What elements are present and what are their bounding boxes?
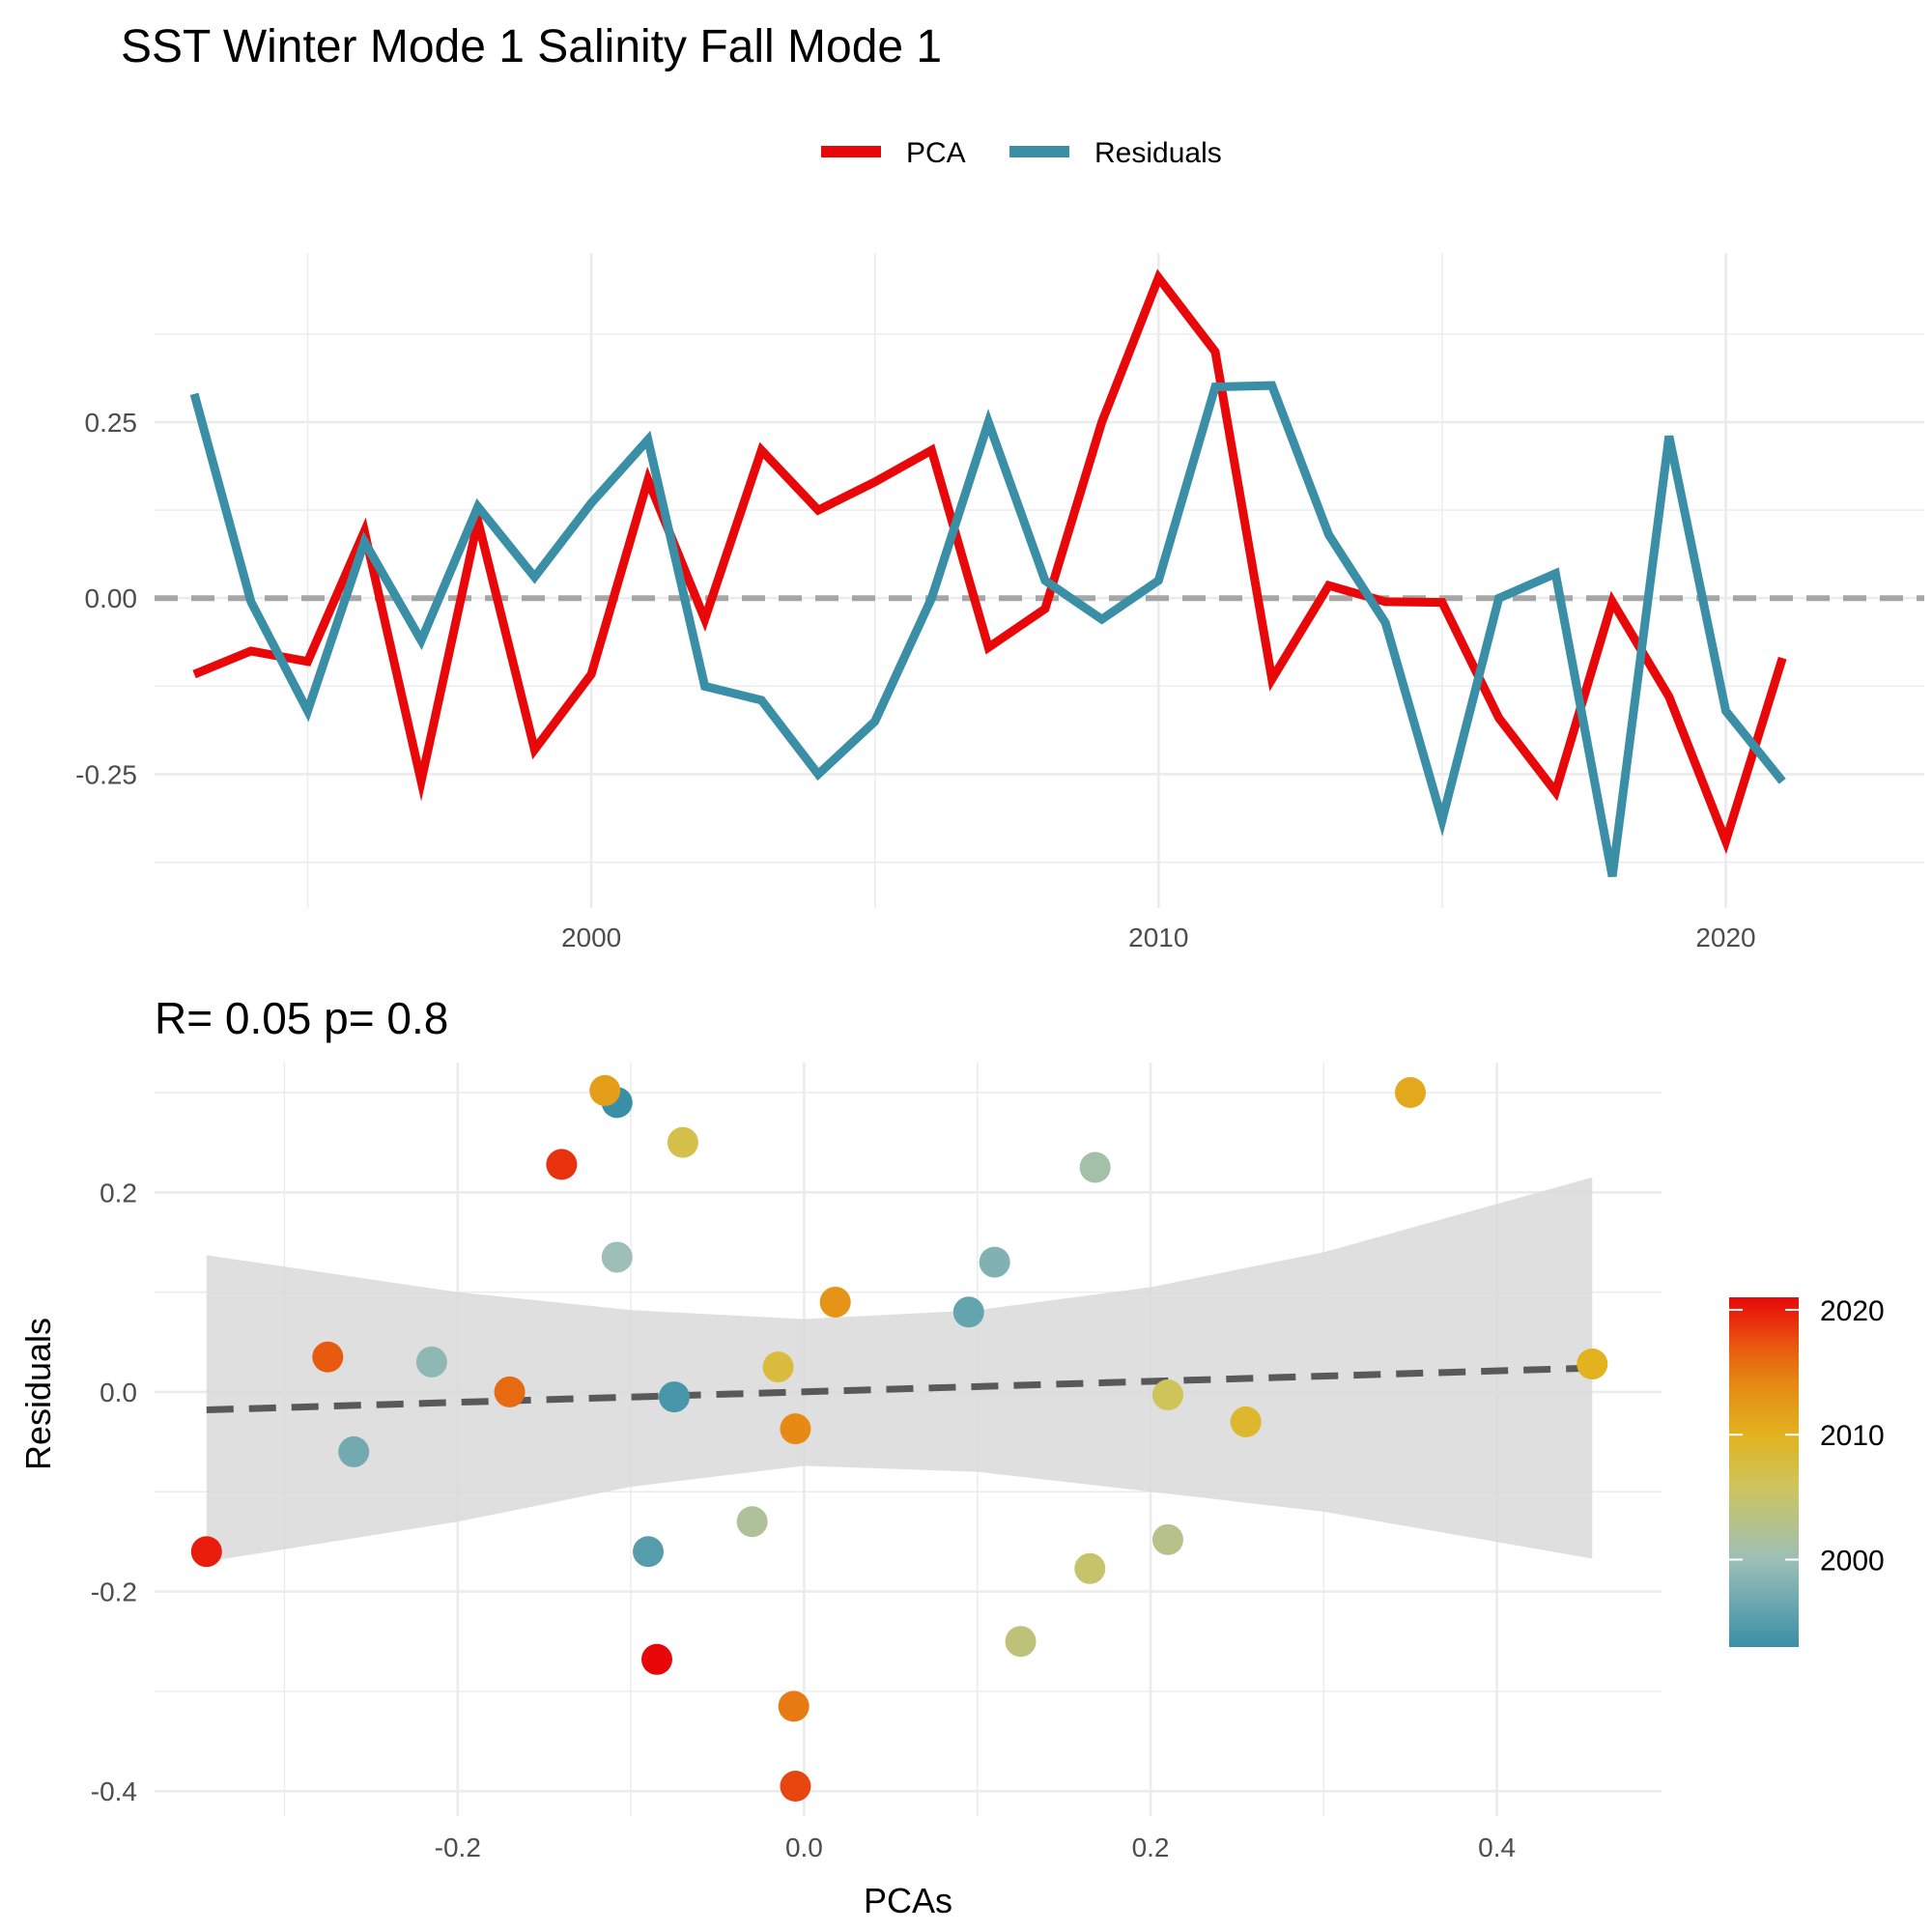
scatter-point <box>415 1346 447 1378</box>
confidence-band <box>206 1177 1593 1562</box>
y-tick-label: -0.25 <box>75 759 137 789</box>
time-series-panel: -0.25 0.00 0.25 2000 2010 2020 <box>75 253 1924 952</box>
y-tick-label: 0.00 <box>85 583 138 613</box>
x-axis-title: PCAs <box>864 1881 952 1920</box>
scatter-point <box>589 1074 621 1106</box>
scatter-points <box>190 1074 1608 1803</box>
confidence-band-area <box>206 1177 1593 1562</box>
legend-label: Residuals <box>1094 137 1222 169</box>
scatter-point <box>658 1381 690 1413</box>
scatter-point <box>1151 1379 1183 1411</box>
scatter-point <box>312 1341 344 1373</box>
scatter-point <box>1577 1349 1608 1379</box>
scatter-panel: -0.4 -0.2 0.0 0.2 -0.2 0.0 0.2 0.4 <box>91 1063 1662 1862</box>
scatter-point <box>1395 1076 1426 1108</box>
y-tick-label: 0.25 <box>85 408 138 438</box>
scatter-point <box>546 1149 578 1180</box>
scatter-point <box>641 1643 672 1675</box>
scatter-point <box>952 1296 984 1328</box>
scatter-point <box>762 1351 794 1383</box>
scatter-point <box>338 1435 370 1467</box>
scatter-x-ticks: -0.2 0.0 0.2 0.4 <box>435 1833 1516 1862</box>
scatter-point <box>1151 1523 1183 1555</box>
x-tick-label: 0.0 <box>785 1833 823 1862</box>
scatter-point <box>190 1536 222 1568</box>
scatter-point <box>601 1241 633 1273</box>
scatter-point <box>1230 1406 1262 1437</box>
colorbar-tick-label: 2000 <box>1820 1546 1885 1577</box>
x-tick-label: 0.2 <box>1132 1833 1170 1862</box>
y-tick-label: 0.2 <box>99 1178 137 1208</box>
series-line-residuals <box>189 381 1786 878</box>
scatter-point <box>979 1246 1010 1278</box>
scatter-point <box>1079 1151 1111 1183</box>
figure-title: SST Winter Mode 1 Salinity Fall Mode 1 <box>121 21 942 72</box>
year-colorbar: 2000 2010 2020 <box>1729 1295 1885 1647</box>
series-legend: PCA Residuals <box>821 137 1222 169</box>
scatter-point <box>778 1690 810 1722</box>
time-series-grid <box>155 253 1924 908</box>
colorbar-tick-label: 2020 <box>1820 1295 1885 1327</box>
scatter-point <box>494 1376 526 1407</box>
colorbar-tick-label: 2010 <box>1820 1420 1885 1452</box>
y-axis-title: Residuals <box>18 1318 58 1470</box>
x-tick-label: 2020 <box>1695 923 1755 952</box>
trend-line <box>206 1364 1593 1414</box>
scatter-point <box>780 1771 811 1803</box>
correlation-subtitle: R= 0.05 p= 0.8 <box>155 993 448 1043</box>
scatter-point <box>633 1536 665 1568</box>
y-tick-label: -0.4 <box>91 1776 137 1806</box>
scatter-point <box>1074 1552 1106 1584</box>
scatter-point <box>1005 1626 1037 1658</box>
scatter-point <box>736 1506 768 1538</box>
scatter-point <box>819 1286 851 1318</box>
y-tick-label: -0.2 <box>91 1577 137 1607</box>
scatter-y-ticks: -0.4 -0.2 0.0 0.2 <box>91 1178 137 1806</box>
time-series-x-ticks: 2000 2010 2020 <box>561 923 1756 952</box>
x-tick-label: 2010 <box>1128 923 1188 952</box>
time-series-y-ticks: -0.25 0.00 0.25 <box>75 408 137 790</box>
colorbar-gradient <box>1729 1297 1799 1647</box>
x-tick-label: 0.4 <box>1478 1833 1516 1862</box>
x-tick-label: 2000 <box>561 923 621 952</box>
legend-label: PCA <box>906 137 966 169</box>
scatter-point <box>667 1126 698 1158</box>
regression-line <box>206 1364 1593 1414</box>
scatter-point <box>780 1413 811 1445</box>
x-tick-label: -0.2 <box>435 1833 481 1862</box>
y-tick-label: 0.0 <box>99 1378 137 1407</box>
time-series-lines <box>189 269 1787 878</box>
series-line-pca <box>192 269 1787 855</box>
